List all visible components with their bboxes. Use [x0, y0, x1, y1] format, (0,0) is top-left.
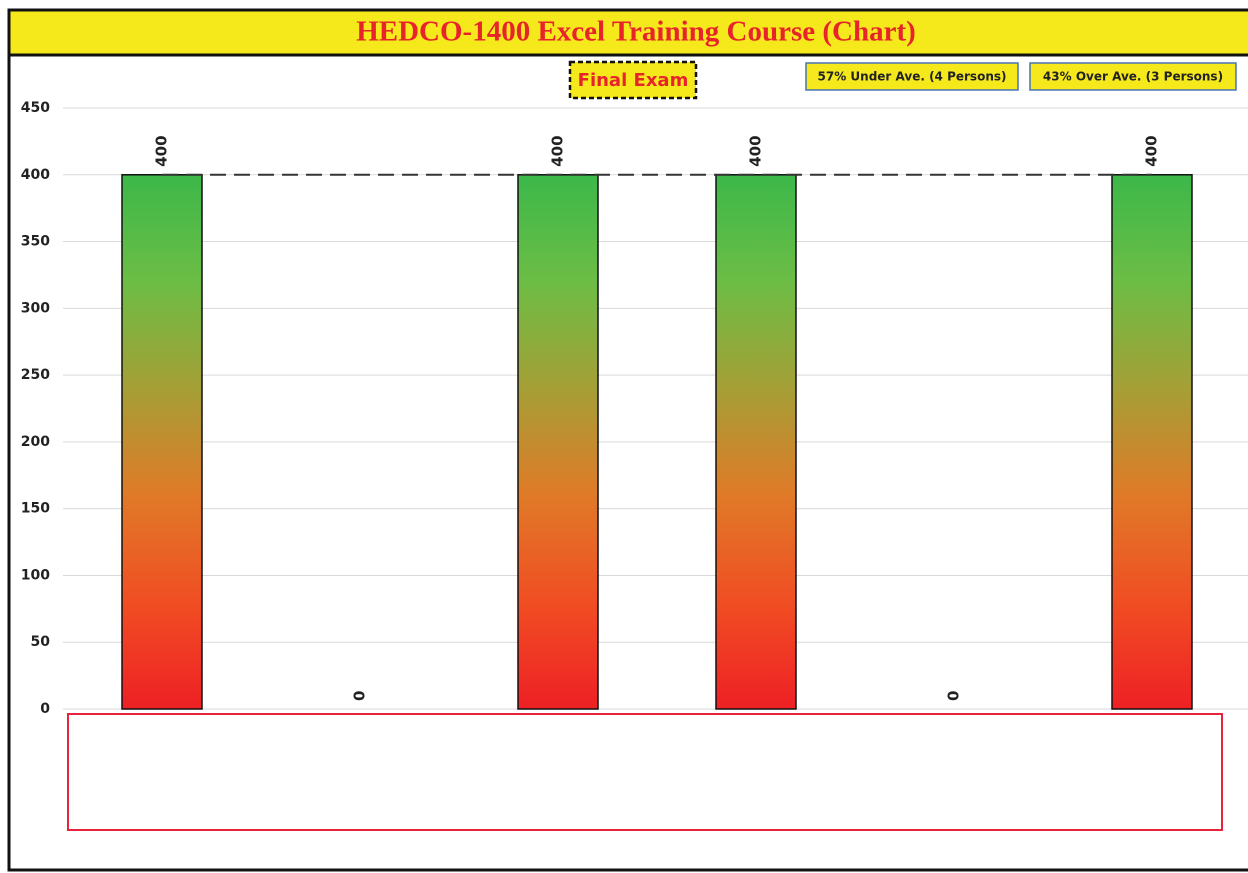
- subtitle-box: [568, 60, 698, 100]
- data-label: 0: [945, 691, 963, 701]
- annotation-box: [1029, 62, 1237, 91]
- bar: [1111, 174, 1193, 710]
- y-tick-label: 0: [40, 701, 50, 717]
- y-tick-label: 200: [21, 434, 50, 450]
- y-tick-label: 100: [21, 567, 50, 583]
- y-tick-label: 400: [21, 167, 50, 183]
- subtitle: Final Exam: [578, 70, 689, 91]
- annotation: 57% Under Ave. (4 Persons): [818, 70, 1007, 84]
- y-tick-label: 350: [21, 234, 50, 250]
- data-label: 400: [1143, 135, 1161, 166]
- bar: [715, 174, 797, 710]
- bar: [517, 174, 599, 710]
- bar: [121, 174, 203, 710]
- y-tick-label: 300: [21, 300, 50, 316]
- data-label: 0: [351, 691, 369, 701]
- y-tick-label: 50: [31, 634, 51, 650]
- legend-box: [67, 713, 1223, 831]
- y-tick-label: 150: [21, 501, 50, 517]
- title-bar: [7, 8, 1248, 57]
- annotation: 43% Over Ave. (3 Persons): [1043, 70, 1223, 84]
- data-label: 400: [747, 135, 765, 166]
- annotation-box: [805, 62, 1019, 91]
- y-tick-label: 450: [21, 100, 50, 116]
- y-tick-label: 250: [21, 367, 50, 383]
- data-label: 400: [153, 135, 171, 166]
- data-label: 400: [549, 135, 567, 166]
- chart-title: HEDCO-1400 Excel Training Course (Chart): [356, 16, 916, 48]
